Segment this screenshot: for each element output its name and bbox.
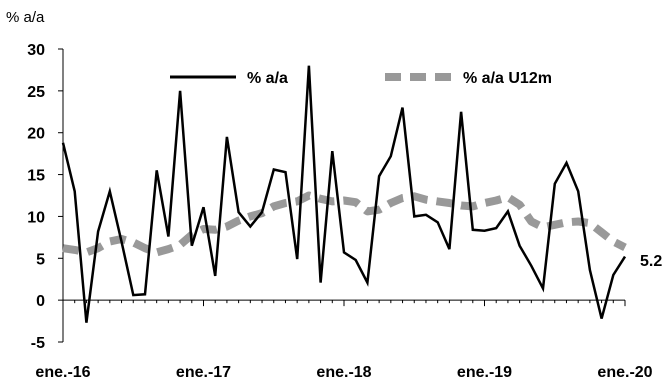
series-line-a-a-u12m — [62, 191, 627, 257]
legend-label-series-1: % a/a — [247, 70, 288, 87]
x-tick-label: ene.-17 — [176, 364, 231, 381]
x-tick-label: ene.-20 — [597, 364, 652, 381]
y-unit-label: % a/a — [6, 9, 45, 26]
x-axis: ene.-16 ene.-17 ene.-18 ene.-19 ene.-20 — [35, 299, 653, 381]
y-tick-label: 15 — [27, 168, 45, 185]
end-value-label: 5.2 — [640, 253, 662, 270]
legend: % a/a % a/a U12m — [170, 70, 552, 87]
legend-label-series-2: % a/a U12m — [463, 70, 552, 87]
series-line-a-a — [61, 65, 627, 323]
y-tick-label: -5 — [31, 335, 45, 352]
y-tick-label: 0 — [36, 293, 45, 310]
y-tick-label: 30 — [27, 42, 45, 59]
y-axis: 30 25 20 15 10 5 0 -5 — [27, 42, 64, 352]
y-tick-label: 20 — [27, 126, 45, 143]
series-layer — [61, 65, 627, 323]
y-tick-label: 10 — [27, 209, 45, 226]
x-tick-label: ene.-16 — [35, 364, 90, 381]
x-tick-label: ene.-19 — [457, 364, 512, 381]
y-tick-label: 25 — [27, 84, 45, 101]
x-tick-label: ene.-18 — [316, 364, 371, 381]
y-tick-label: 5 — [36, 251, 45, 268]
